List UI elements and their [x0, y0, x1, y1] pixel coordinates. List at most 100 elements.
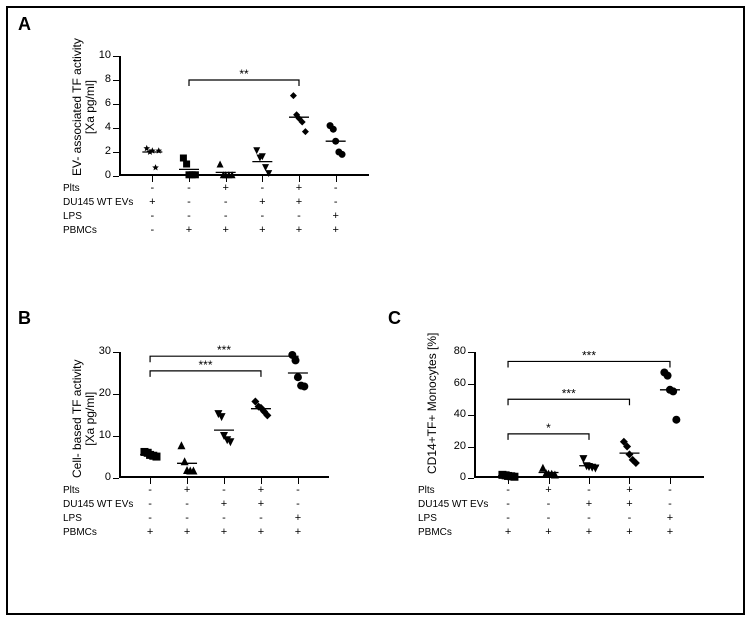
row-label: PBMCs: [418, 527, 452, 538]
row-symbol: -: [623, 512, 635, 524]
ytick: [113, 104, 119, 105]
row-symbol: +: [220, 224, 232, 236]
row-label: PBMCs: [63, 527, 97, 538]
row-symbol: +: [255, 498, 267, 510]
row-symbol: -: [502, 498, 514, 510]
row-symbol: -: [583, 512, 595, 524]
row-symbol: +: [543, 484, 555, 496]
row-symbol: +: [623, 498, 635, 510]
row-symbol: +: [330, 210, 342, 222]
row-symbol: -: [146, 224, 158, 236]
row-label: Plts: [63, 485, 80, 496]
row-label: LPS: [418, 513, 437, 524]
row-symbol: -: [256, 182, 268, 194]
ytick-label: 30: [89, 345, 111, 357]
ytick-label: 6: [89, 97, 111, 109]
ytick-label: 0: [89, 169, 111, 181]
panel-c-label: C: [388, 308, 401, 329]
svg-text:***: ***: [217, 343, 231, 357]
panel-c-points: *******: [418, 326, 738, 586]
row-symbol: -: [183, 210, 195, 222]
row-symbol: +: [220, 182, 232, 194]
row-symbol: -: [181, 512, 193, 524]
row-label: PBMCs: [63, 225, 97, 236]
row-symbol: +: [623, 526, 635, 538]
row-symbol: +: [664, 526, 676, 538]
row-symbol: -: [330, 196, 342, 208]
row-symbol: -: [181, 498, 193, 510]
row-symbol: -: [218, 484, 230, 496]
row-symbol: +: [293, 182, 305, 194]
row-symbol: -: [664, 498, 676, 510]
row-symbol: -: [293, 210, 305, 222]
row-symbol: -: [220, 196, 232, 208]
row-symbol: -: [144, 512, 156, 524]
row-symbol: -: [543, 498, 555, 510]
row-symbol: -: [146, 182, 158, 194]
row-symbol: +: [255, 484, 267, 496]
row-symbol: +: [623, 484, 635, 496]
panel-b-label: B: [18, 308, 31, 329]
ytick-label: 40: [444, 408, 466, 420]
row-symbol: -: [183, 182, 195, 194]
row-symbol: +: [255, 526, 267, 538]
row-symbol: -: [664, 484, 676, 496]
panel-a-label: A: [18, 14, 31, 35]
row-symbol: +: [256, 224, 268, 236]
row-symbol: +: [293, 196, 305, 208]
ytick-label: 10: [89, 49, 111, 61]
row-symbol: -: [144, 484, 156, 496]
ytick: [468, 352, 474, 353]
row-symbol: +: [502, 526, 514, 538]
row-label: DU145 WT EVs: [63, 197, 133, 208]
row-symbol: -: [330, 182, 342, 194]
row-symbol: +: [181, 526, 193, 538]
row-symbol: +: [256, 196, 268, 208]
svg-text:***: ***: [562, 386, 576, 400]
ytick: [113, 352, 119, 353]
row-symbol: -: [218, 512, 230, 524]
ytick-label: 80: [444, 345, 466, 357]
row-symbol: -: [255, 512, 267, 524]
row-label: DU145 WT EVs: [418, 499, 488, 510]
row-symbol: +: [543, 526, 555, 538]
row-symbol: -: [583, 484, 595, 496]
ytick: [468, 384, 474, 385]
ytick-label: 20: [444, 440, 466, 452]
ytick: [113, 478, 119, 479]
ytick: [113, 128, 119, 129]
ytick: [113, 152, 119, 153]
row-symbol: +: [146, 196, 158, 208]
ytick-label: 0: [444, 471, 466, 483]
ytick-label: 8: [89, 73, 111, 85]
panel-b-points: ******: [63, 326, 363, 586]
row-symbol: -: [292, 484, 304, 496]
row-symbol: +: [292, 512, 304, 524]
row-label: Plts: [63, 183, 80, 194]
row-symbol: -: [292, 498, 304, 510]
ytick-label: 0: [89, 471, 111, 483]
row-symbol: -: [543, 512, 555, 524]
svg-text:***: ***: [582, 348, 596, 362]
row-symbol: -: [183, 196, 195, 208]
row-label: DU145 WT EVs: [63, 499, 133, 510]
ytick: [113, 394, 119, 395]
ytick-label: 4: [89, 121, 111, 133]
row-symbol: +: [181, 484, 193, 496]
row-symbol: -: [144, 498, 156, 510]
row-symbol: +: [218, 526, 230, 538]
ytick-label: 20: [89, 387, 111, 399]
row-label: LPS: [63, 513, 82, 524]
row-label: Plts: [418, 485, 435, 496]
ytick-label: 2: [89, 145, 111, 157]
row-symbol: +: [292, 526, 304, 538]
row-symbol: +: [183, 224, 195, 236]
row-label: LPS: [63, 211, 82, 222]
row-symbol: -: [502, 512, 514, 524]
row-symbol: -: [256, 210, 268, 222]
svg-text:*: *: [546, 421, 551, 435]
ytick-label: 60: [444, 377, 466, 389]
panel-b-plot: Cell- based TF activity [Xa pg/ml] *****…: [63, 326, 363, 586]
svg-text:**: **: [239, 67, 249, 81]
ytick: [113, 56, 119, 57]
